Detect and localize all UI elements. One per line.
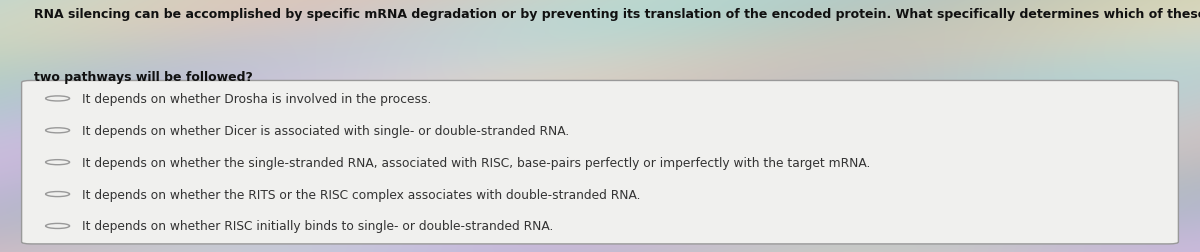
- Text: RNA silencing can be accomplished by specific mRNA degradation or by preventing : RNA silencing can be accomplished by spe…: [34, 8, 1200, 20]
- FancyBboxPatch shape: [22, 81, 1178, 244]
- Text: It depends on whether Drosha is involved in the process.: It depends on whether Drosha is involved…: [82, 92, 431, 106]
- Text: It depends on whether RISC initially binds to single- or double-stranded RNA.: It depends on whether RISC initially bin…: [82, 219, 553, 233]
- Text: It depends on whether Dicer is associated with single- or double-stranded RNA.: It depends on whether Dicer is associate…: [82, 124, 569, 137]
- Text: two pathways will be followed?: two pathways will be followed?: [34, 71, 252, 83]
- Text: It depends on whether the RITS or the RISC complex associates with double-strand: It depends on whether the RITS or the RI…: [82, 188, 640, 201]
- Text: It depends on whether the single-stranded RNA, associated with RISC, base-pairs : It depends on whether the single-strande…: [82, 156, 870, 169]
